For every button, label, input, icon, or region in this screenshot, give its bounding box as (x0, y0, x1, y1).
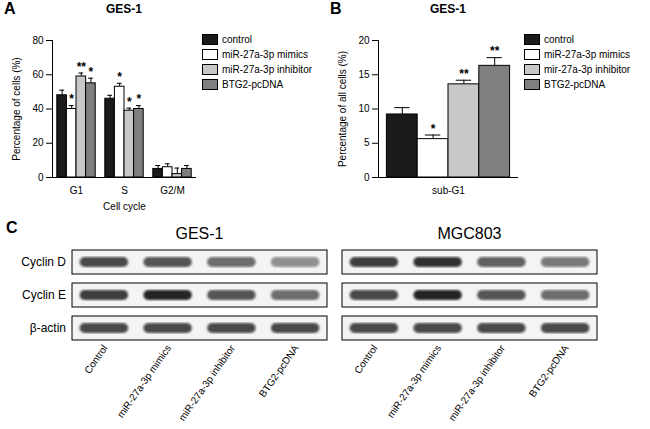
svg-text:*: * (117, 70, 122, 84)
html-text:mir-27a-3p inhibitor: mir-27a-3p inhibitor (544, 64, 631, 75)
svg-text:*: * (127, 95, 132, 109)
svg-text:*: * (69, 92, 74, 106)
svg-text:miR-27a-3p mimics: miR-27a-3p mimics (115, 343, 173, 420)
svg-text:miR-27a-3p inhibitor: miR-27a-3p inhibitor (176, 342, 237, 423)
html-text:BTG2-pcDNA: BTG2-pcDNA (222, 79, 284, 90)
svg-text:20: 20 (32, 137, 44, 148)
svg-text:40: 40 (32, 103, 44, 114)
svg-text:Cyclin E: Cyclin E (22, 288, 66, 302)
svg-text:BTG2-pcDNA: BTG2-pcDNA (527, 343, 571, 400)
html-text:miR-27a-3p mimics: miR-27a-3p mimics (544, 49, 631, 60)
svg-text:G2/M: G2/M (160, 185, 184, 196)
svg-text:β-actin: β-actin (30, 321, 66, 335)
svg-text:miR-27a-3p inhibitor: miR-27a-3p inhibitor (446, 342, 507, 423)
svg-text:60: 60 (32, 69, 44, 80)
svg-text:Control: Control (82, 343, 110, 376)
svg-text:G1: G1 (70, 185, 84, 196)
svg-text:10: 10 (358, 103, 370, 114)
svg-text:**: ** (490, 44, 500, 58)
svg-text:15: 15 (358, 69, 370, 80)
svg-text:**: ** (77, 60, 87, 74)
svg-text:**: ** (459, 67, 469, 81)
svg-text:0: 0 (364, 172, 370, 183)
svg-text:C: C (6, 219, 18, 236)
svg-text:miR-27a-3p mimics: miR-27a-3p mimics (385, 343, 443, 420)
svg-text:sub-G1: sub-G1 (432, 185, 465, 196)
svg-text:Cell cycle: Cell cycle (103, 201, 146, 212)
svg-text:*: * (431, 122, 436, 136)
html-text:miR-27a-3p mimics: miR-27a-3p mimics (222, 49, 309, 60)
html-text:miR-27a-3p inhibitor: miR-27a-3p inhibitor (222, 64, 312, 75)
html-text:B: B (330, 0, 342, 17)
svg-text:GES-1: GES-1 (175, 225, 223, 242)
html-text:control: control (222, 34, 252, 45)
html-text:control: control (544, 34, 574, 45)
svg-text:Percentage of all cells (%): Percentage of all cells (%) (337, 51, 348, 167)
html-text:A: A (4, 0, 16, 17)
svg-text:Percentage of cells (%): Percentage of cells (%) (11, 57, 22, 160)
svg-text:BTG2-pcDNA: BTG2-pcDNA (257, 343, 301, 400)
svg-text:Cyclin D: Cyclin D (21, 255, 66, 269)
svg-text:*: * (89, 65, 94, 79)
svg-text:*: * (137, 92, 142, 106)
svg-text:20: 20 (358, 35, 370, 46)
html-text:GES-1: GES-1 (430, 2, 466, 16)
html-text:BTG2-pcDNA: BTG2-pcDNA (544, 79, 606, 90)
svg-text:5: 5 (364, 137, 370, 148)
html-text:GES-1: GES-1 (106, 2, 142, 16)
svg-text:0: 0 (38, 172, 44, 183)
svg-text:80: 80 (32, 35, 44, 46)
svg-text:Control: Control (352, 343, 380, 376)
svg-text:MGC803: MGC803 (437, 225, 501, 242)
svg-text:S: S (121, 185, 128, 196)
